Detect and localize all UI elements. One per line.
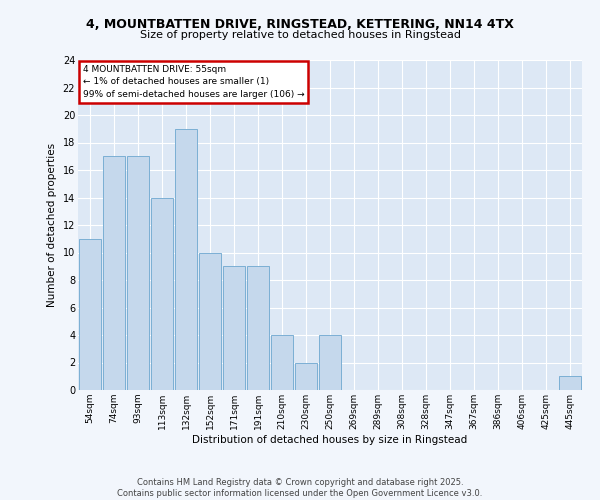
Text: 4, MOUNTBATTEN DRIVE, RINGSTEAD, KETTERING, NN14 4TX: 4, MOUNTBATTEN DRIVE, RINGSTEAD, KETTERI… <box>86 18 514 30</box>
Bar <box>295 362 317 390</box>
Bar <box>271 335 293 390</box>
Bar <box>247 266 269 390</box>
Bar <box>319 335 341 390</box>
X-axis label: Distribution of detached houses by size in Ringstead: Distribution of detached houses by size … <box>193 434 467 444</box>
Text: 4 MOUNTBATTEN DRIVE: 55sqm
← 1% of detached houses are smaller (1)
99% of semi-d: 4 MOUNTBATTEN DRIVE: 55sqm ← 1% of detac… <box>83 65 305 99</box>
Bar <box>127 156 149 390</box>
Text: Size of property relative to detached houses in Ringstead: Size of property relative to detached ho… <box>139 30 461 40</box>
Bar <box>199 252 221 390</box>
Bar <box>79 239 101 390</box>
Bar <box>103 156 125 390</box>
Text: Contains HM Land Registry data © Crown copyright and database right 2025.
Contai: Contains HM Land Registry data © Crown c… <box>118 478 482 498</box>
Y-axis label: Number of detached properties: Number of detached properties <box>47 143 57 307</box>
Bar <box>175 128 197 390</box>
Bar <box>223 266 245 390</box>
Bar <box>559 376 581 390</box>
Bar <box>151 198 173 390</box>
